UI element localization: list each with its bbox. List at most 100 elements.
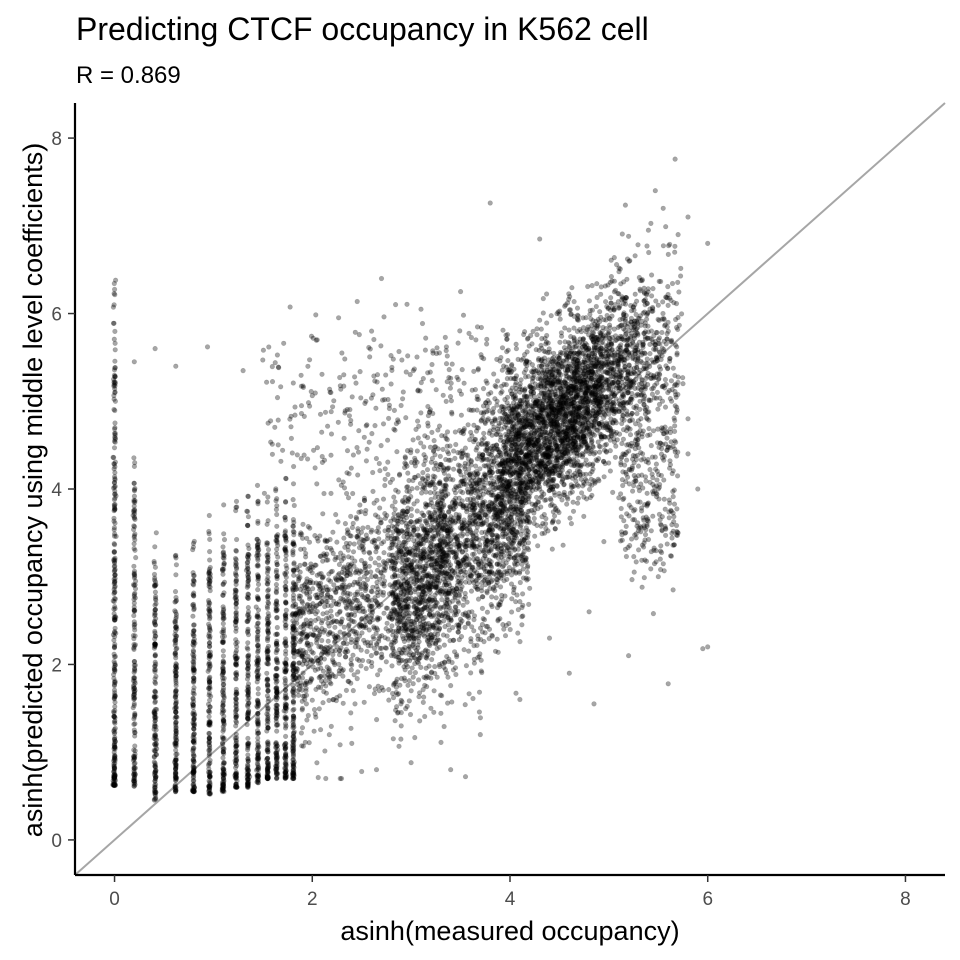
- data-point-44: [112, 589, 118, 595]
- data-point-4619: [501, 578, 507, 584]
- data-point-4360: [404, 703, 410, 710]
- data-point-2885: [299, 705, 306, 712]
- data-point-3045: [338, 775, 345, 782]
- data-point-13: [112, 773, 118, 779]
- data-point-475: [152, 583, 158, 590]
- data-point-274: [131, 662, 137, 668]
- data-point-235: [112, 667, 118, 673]
- data-point-3103: [371, 645, 378, 652]
- data-point-19: [111, 775, 118, 781]
- data-point-4973: [441, 664, 447, 670]
- data-point-2196: [290, 548, 296, 554]
- data-point-2536: [314, 481, 320, 487]
- data-point-3349: [377, 468, 383, 474]
- data-point-2043: [282, 721, 289, 727]
- data-point-95: [112, 476, 118, 482]
- data-point-1308: [232, 591, 238, 597]
- data-point-3562: [340, 673, 346, 679]
- data-point-995: [207, 628, 213, 634]
- data-point-1004: [206, 730, 212, 737]
- data-point-2954: [298, 637, 304, 643]
- data-point-3119: [297, 613, 304, 619]
- data-point-3456: [303, 581, 309, 587]
- data-point-252: [111, 730, 117, 737]
- data-point-4763: [474, 642, 480, 649]
- data-point-3491: [322, 603, 328, 610]
- data-point-1751: [265, 742, 271, 748]
- data-point-3392: [343, 604, 349, 610]
- data-point-83: [111, 658, 117, 665]
- data-point-2917: [374, 716, 380, 723]
- data-point-3288: [354, 579, 360, 585]
- data-point-229: [112, 782, 118, 789]
- data-point-1118: [220, 659, 226, 665]
- data-point-3193: [290, 661, 296, 667]
- data-point-3072: [345, 554, 352, 560]
- data-point-106: [111, 382, 117, 388]
- data-point-994: [207, 709, 213, 715]
- data-point-210: [112, 572, 118, 578]
- data-point-4534: [398, 697, 404, 703]
- data-point-151: [112, 583, 118, 589]
- data-point-2925: [330, 529, 336, 535]
- data-point-3167: [346, 616, 352, 622]
- data-point-3650: [476, 709, 483, 715]
- data-point-72: [112, 398, 118, 404]
- data-point-1114: [220, 702, 226, 709]
- data-point-465: [152, 659, 158, 665]
- data-point-2768: [358, 663, 364, 669]
- data-point-3447: [378, 570, 384, 576]
- data-point-408: [132, 516, 138, 523]
- data-point-2613: [348, 656, 354, 663]
- data-point-30: [111, 781, 117, 788]
- data-point-2610: [380, 421, 387, 427]
- data-point-1600: [254, 662, 260, 668]
- data-point-3559: [334, 694, 340, 701]
- data-point-1516: [254, 761, 260, 767]
- data-point-364: [132, 524, 138, 530]
- data-point-3536: [299, 531, 305, 537]
- data-point-146: [111, 466, 117, 472]
- data-point-48: [112, 628, 118, 635]
- data-point-3206: [351, 612, 358, 618]
- data-point-4791: [439, 596, 445, 603]
- data-point-784: [191, 745, 197, 751]
- data-point-4119: [462, 702, 468, 708]
- data-point-394: [132, 753, 138, 760]
- data-point-1499: [255, 563, 261, 569]
- data-point-85: [112, 662, 118, 668]
- data-point-3240: [370, 617, 376, 623]
- data-point-3552: [318, 655, 324, 661]
- data-point-557: [153, 732, 159, 738]
- data-point-269: [131, 701, 137, 707]
- data-point-4923: [408, 494, 414, 500]
- data-point-1398: [246, 652, 252, 658]
- data-point-846: [191, 739, 197, 745]
- data-point-3429: [356, 532, 362, 538]
- data-point-71: [112, 506, 118, 512]
- data-point-112: [110, 376, 117, 382]
- data-point-4857: [463, 663, 470, 669]
- data-point-3469: [325, 638, 331, 644]
- data-point-296: [132, 771, 138, 778]
- data-point-3527: [324, 594, 330, 601]
- data-point-4467: [519, 561, 525, 567]
- data-point-857: [190, 696, 196, 702]
- data-point-4087: [432, 452, 438, 458]
- data-point-3271: [356, 539, 362, 546]
- data-point-4443: [515, 630, 521, 636]
- data-point-91: [111, 771, 118, 777]
- data-point-2234: [344, 448, 351, 454]
- data-point-3551: [317, 533, 323, 539]
- data-point-3641: [431, 709, 437, 715]
- data-point-2710: [357, 502, 363, 508]
- data-point-686: [173, 598, 179, 605]
- data-point-266: [131, 497, 137, 503]
- data-point-967: [206, 640, 212, 646]
- data-point-3130: [419, 490, 425, 496]
- data-point-3508: [348, 600, 354, 607]
- data-point-3011: [291, 624, 297, 630]
- data-point-3194: [386, 697, 392, 703]
- data-point-371: [132, 773, 138, 779]
